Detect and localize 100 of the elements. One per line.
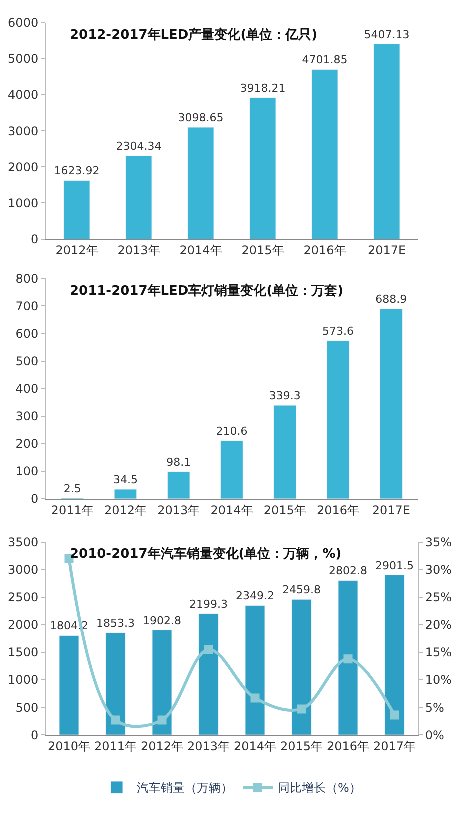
- y2-tick-label: 5%: [425, 700, 444, 715]
- y-tick-label: 3500: [8, 535, 39, 550]
- x-tick-label: 2014年: [234, 740, 277, 754]
- bar: [106, 632, 126, 736]
- x-tick-label: 2015年: [242, 244, 284, 258]
- data-label: 98.1: [166, 456, 192, 469]
- chart-title: 2011-2017年LED车灯销量变化(单位：万套): [70, 283, 344, 299]
- x-tick-label: 2011年: [51, 503, 94, 518]
- y-tick-label: 1000: [8, 673, 39, 688]
- bar: [250, 98, 276, 240]
- y-tick-label: 300: [16, 410, 39, 424]
- y-tick-label: 5000: [8, 52, 39, 66]
- x-tick-label: 2013年: [118, 244, 160, 258]
- bar: [126, 156, 152, 240]
- data-label: 2802.8: [329, 564, 368, 578]
- data-label: 3098.65: [178, 112, 224, 125]
- data-label: 4701.85: [302, 54, 348, 67]
- data-label: 2349.2: [236, 590, 275, 603]
- data-label: 339.3: [269, 390, 301, 403]
- data-label: 34.5: [113, 474, 138, 487]
- y-tick-label: 2500: [8, 590, 39, 605]
- y-tick-label: 400: [16, 382, 39, 396]
- chart-title: 2010-2017年汽车销量变化(单位：万辆，%): [70, 546, 342, 562]
- bar: [152, 630, 172, 736]
- bar: [59, 635, 80, 736]
- point: [344, 654, 353, 664]
- bar: [220, 440, 244, 500]
- chart-title: 2012-2017年LED产量变化(单位：亿只): [70, 27, 318, 43]
- data-label: 1623.92: [54, 164, 100, 178]
- y-tick-label: 100: [16, 464, 39, 479]
- x-tick-label: 2012年: [140, 740, 184, 754]
- x-tick-label: 2010年: [48, 740, 91, 754]
- y2-tick-label: 35%: [425, 535, 452, 550]
- x-tick-label: 2014年: [180, 244, 222, 258]
- y2-tick-label: 15%: [425, 646, 452, 660]
- data-label: 3918.21: [240, 82, 286, 95]
- legend-label: 同比增长（%）: [278, 781, 362, 796]
- x-tick-label: 2013年: [158, 503, 200, 518]
- x-tick-label: 2011年: [94, 740, 138, 754]
- bar: [292, 599, 312, 736]
- bar: [338, 580, 358, 736]
- bar: [380, 308, 403, 500]
- y-tick-label: 2000: [8, 618, 39, 632]
- legend-label: 汽车销量（万辆）: [137, 781, 233, 796]
- bar: [64, 180, 90, 240]
- bar: [326, 340, 350, 500]
- bar: [198, 614, 219, 736]
- y-tick-label: 2000: [8, 160, 39, 174]
- y-tick-label: 1500: [8, 646, 39, 660]
- data-label: 2459.8: [282, 584, 322, 597]
- y-tick-label: 3000: [8, 563, 39, 578]
- x-tick-label: 2016年: [304, 244, 346, 258]
- bar: [274, 405, 297, 500]
- data-label: 2199.3: [190, 598, 228, 611]
- data-label: 688.9: [376, 293, 408, 306]
- x-tick-label: 2013年: [187, 740, 230, 754]
- data-label: 1853.3: [96, 617, 136, 630]
- point: [204, 645, 214, 654]
- y-tick-label: 0: [30, 232, 39, 246]
- x-tick-label: 2015年: [280, 740, 324, 754]
- y2-tick-label: 0%: [425, 728, 444, 742]
- y-tick-label: 4000: [8, 88, 39, 102]
- x-tick-label: 2017E: [372, 503, 410, 518]
- data-label: 5407.13: [364, 28, 410, 42]
- x-tick-label: 2014年: [210, 503, 254, 518]
- x-tick-label: 2016年: [317, 503, 360, 518]
- data-label: 210.6: [216, 424, 248, 438]
- y-tick-label: 3000: [8, 124, 39, 138]
- point: [158, 716, 167, 725]
- data-label: 2304.34: [116, 140, 162, 154]
- bar: [114, 489, 138, 500]
- bar: [245, 605, 266, 736]
- point: [250, 694, 260, 703]
- y-tick-label: 800: [16, 272, 39, 286]
- y-tick-label: 0: [30, 728, 39, 742]
- y-tick-label: 0: [30, 492, 39, 506]
- y-tick-label: 500: [16, 700, 39, 715]
- point: [390, 710, 400, 720]
- point: [297, 704, 306, 714]
- y-tick-label: 1000: [8, 196, 39, 210]
- bar: [312, 69, 338, 240]
- y-tick-label: 6000: [8, 16, 39, 30]
- y-tick-label: 700: [16, 299, 39, 314]
- x-tick-label: 2012年: [104, 503, 147, 518]
- y2-tick-label: 30%: [425, 563, 452, 578]
- y-tick-label: 600: [16, 326, 39, 341]
- y2-tick-label: 20%: [425, 618, 452, 632]
- data-label: 573.6: [322, 325, 354, 338]
- bar: [167, 472, 190, 500]
- point: [111, 716, 120, 725]
- data-label: 2901.5: [376, 559, 414, 572]
- y2-tick-label: 10%: [425, 673, 452, 688]
- x-tick-label: 2015年: [264, 503, 306, 518]
- x-tick-label: 2012年: [56, 244, 98, 258]
- y-tick-label: 500: [16, 354, 39, 368]
- data-label: 1902.8: [143, 614, 182, 628]
- x-tick-label: 2016年: [326, 740, 370, 754]
- bar: [384, 575, 405, 736]
- x-tick-label: 2017E: [368, 244, 406, 258]
- data-label: 2.5: [64, 482, 82, 496]
